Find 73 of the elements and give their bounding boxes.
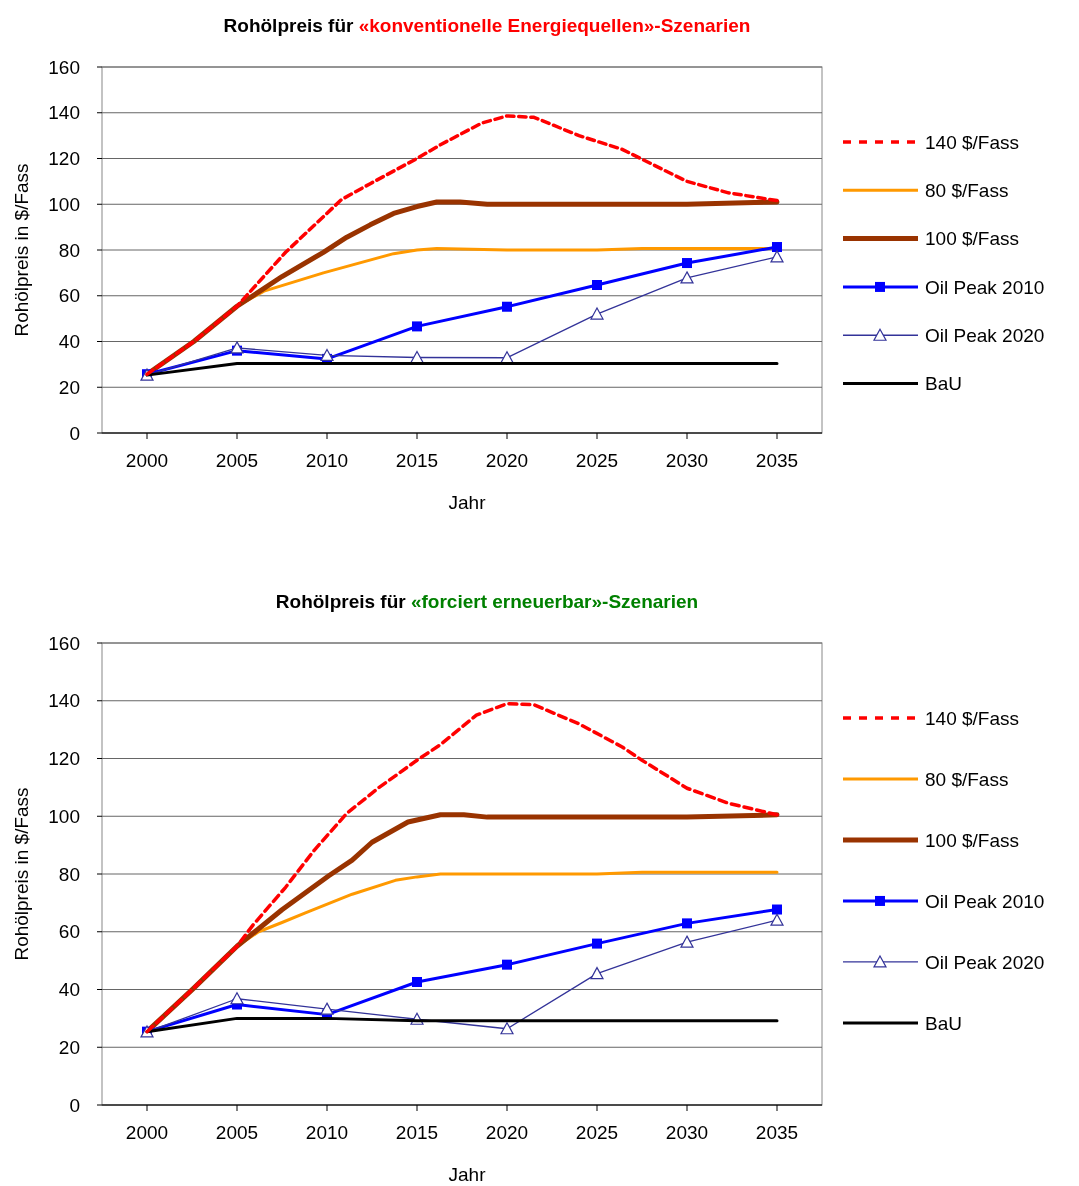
x-tick-label: 2020	[485, 1122, 529, 1143]
legend-label: 80 $/Fass	[925, 768, 1009, 790]
y-tick-label: 60	[58, 285, 80, 307]
x-axis-title: Jahr	[448, 492, 487, 513]
point	[682, 258, 692, 269]
legend-label: Oil Peak 2020	[925, 324, 1045, 346]
y-tick-label: 120	[48, 148, 80, 170]
point	[320, 348, 334, 362]
y-tick-label: 100	[48, 805, 80, 827]
legend-label: 100 $/Fass	[925, 228, 1019, 250]
y-tick-label: 40	[58, 979, 80, 1001]
y-axis-title: Rohölpreis in $/Fass	[11, 787, 32, 961]
x-tick-label: 2025	[575, 450, 619, 471]
point	[230, 992, 244, 1005]
point	[592, 280, 602, 290]
x-tick-label: 2010	[305, 1122, 349, 1143]
x-tick-label: 2005	[215, 450, 259, 471]
legend-label: BaU	[925, 1012, 962, 1034]
point	[502, 301, 512, 312]
point	[772, 242, 782, 253]
point	[590, 967, 604, 980]
legend-label: Oil Peak 2020	[925, 951, 1045, 973]
y-tick-label: 0	[69, 1094, 80, 1116]
point	[680, 935, 694, 948]
y-tick-label: 160	[48, 56, 80, 78]
point	[502, 959, 512, 970]
y-tick-label: 140	[48, 690, 80, 712]
legend-label: BaU	[925, 373, 962, 395]
chart-title: Rohölpreis für «forciert erneuerbar»-Szenarien	[275, 591, 699, 612]
point	[412, 321, 422, 332]
x-tick-label: 2010	[305, 450, 349, 471]
y-tick-label: 0	[69, 422, 80, 444]
x-tick-label: 2035	[755, 450, 799, 471]
legend-label: Oil Peak 2010	[925, 276, 1045, 298]
y-tick-label: 40	[58, 331, 80, 353]
legend-label: 100 $/Fass	[925, 829, 1019, 851]
point	[772, 904, 782, 915]
point	[682, 918, 692, 929]
point	[590, 307, 604, 320]
point	[680, 271, 694, 284]
point	[412, 976, 422, 987]
x-tick-label: 2005	[215, 1122, 259, 1143]
y-tick-label: 140	[48, 102, 80, 124]
chart-title: Rohölpreis für «konventionelle Energiequellen»-Szenarien	[223, 15, 751, 36]
legend-label: Oil Peak 2010	[925, 890, 1045, 912]
x-tick-label: 2015	[395, 450, 439, 471]
y-tick-label: 120	[48, 748, 80, 770]
x-tick-label: 2015	[395, 1122, 439, 1143]
x-tick-label: 2000	[125, 450, 169, 471]
point	[230, 341, 244, 354]
y-axis-title: Rohölpreis in $/Fass	[11, 163, 32, 337]
point	[592, 938, 602, 949]
x-tick-label: 2030	[665, 1122, 709, 1143]
x-tick-label: 2030	[665, 450, 709, 471]
x-tick-label: 2035	[755, 1122, 799, 1143]
point	[320, 1002, 334, 1015]
y-tick-label: 80	[58, 239, 80, 261]
y-tick-label: 160	[48, 632, 80, 654]
y-tick-label: 20	[58, 1036, 80, 1058]
y-tick-label: 60	[58, 921, 80, 943]
legend-label: 140 $/Fass	[925, 131, 1019, 153]
legend-label: 140 $/Fass	[925, 707, 1019, 729]
point	[500, 1022, 514, 1035]
legend-label: 80 $/Fass	[925, 179, 1009, 201]
x-tick-label: 2000	[125, 1122, 169, 1143]
y-tick-label: 100	[48, 193, 80, 215]
x-tick-label: 2020	[485, 450, 529, 471]
point	[770, 250, 784, 263]
x-axis-title: Jahr	[448, 1164, 487, 1185]
point	[770, 913, 784, 926]
x-tick-label: 2025	[575, 1122, 619, 1143]
y-tick-label: 80	[58, 863, 80, 885]
y-tick-label: 20	[58, 376, 80, 398]
